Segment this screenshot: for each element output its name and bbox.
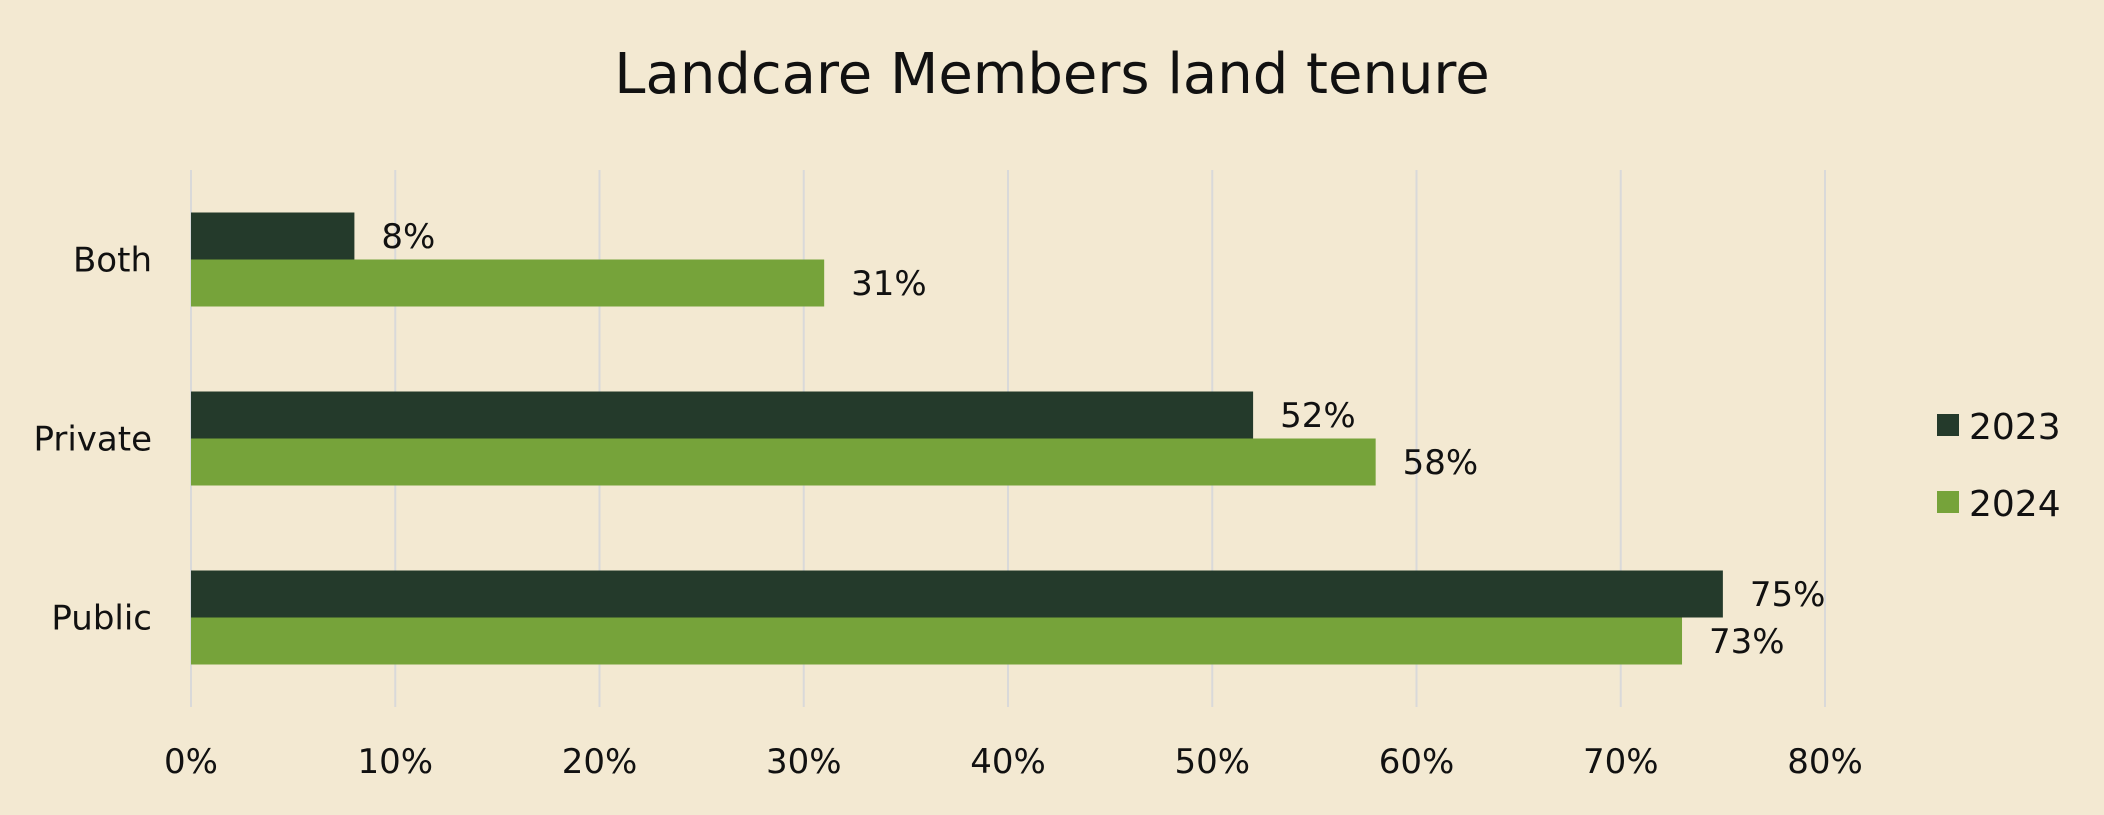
x-tick-label: 20% <box>562 742 638 782</box>
x-axis-ticks: 0% 10% 20% 30% 40% 50% 60% 70% 80% <box>164 742 1863 782</box>
bar-2024-both <box>191 259 825 307</box>
legend-swatch <box>1937 491 1959 513</box>
data-label: 31% <box>851 264 927 304</box>
category-label: Public <box>51 599 152 639</box>
data-label: 8% <box>381 217 435 257</box>
category-label: Both <box>73 241 152 281</box>
bars <box>191 212 1723 665</box>
x-tick-label: 10% <box>357 742 433 782</box>
legend-swatch <box>1937 414 1959 436</box>
bar-2024-private <box>191 438 1376 486</box>
data-label: 75% <box>1750 575 1826 615</box>
chart-title: Landcare Members land tenure <box>614 42 1489 107</box>
data-label: 58% <box>1403 443 1479 483</box>
bar-2024-public <box>191 617 1683 665</box>
data-label: 73% <box>1709 622 1785 662</box>
x-tick-label: 50% <box>1174 742 1250 782</box>
bar-2023-both <box>191 212 355 260</box>
bar-2023-private <box>191 391 1254 439</box>
category-label: Private <box>33 420 152 460</box>
bar-2023-public <box>191 570 1723 618</box>
x-tick-label: 40% <box>970 742 1046 782</box>
x-tick-label: 30% <box>766 742 842 782</box>
data-label: 52% <box>1280 396 1356 436</box>
legend-label: 2023 <box>1969 407 2061 448</box>
y-axis-categories: Both Private Public <box>33 241 152 639</box>
legend: 2023 2024 <box>1937 407 2061 525</box>
x-tick-label: 60% <box>1379 742 1455 782</box>
x-tick-label: 0% <box>164 742 218 782</box>
legend-label: 2024 <box>1969 484 2061 525</box>
x-tick-label: 80% <box>1787 742 1863 782</box>
data-labels: 8% 31% 52% 58% 75% 73% <box>381 217 1825 662</box>
x-tick-label: 70% <box>1583 742 1659 782</box>
